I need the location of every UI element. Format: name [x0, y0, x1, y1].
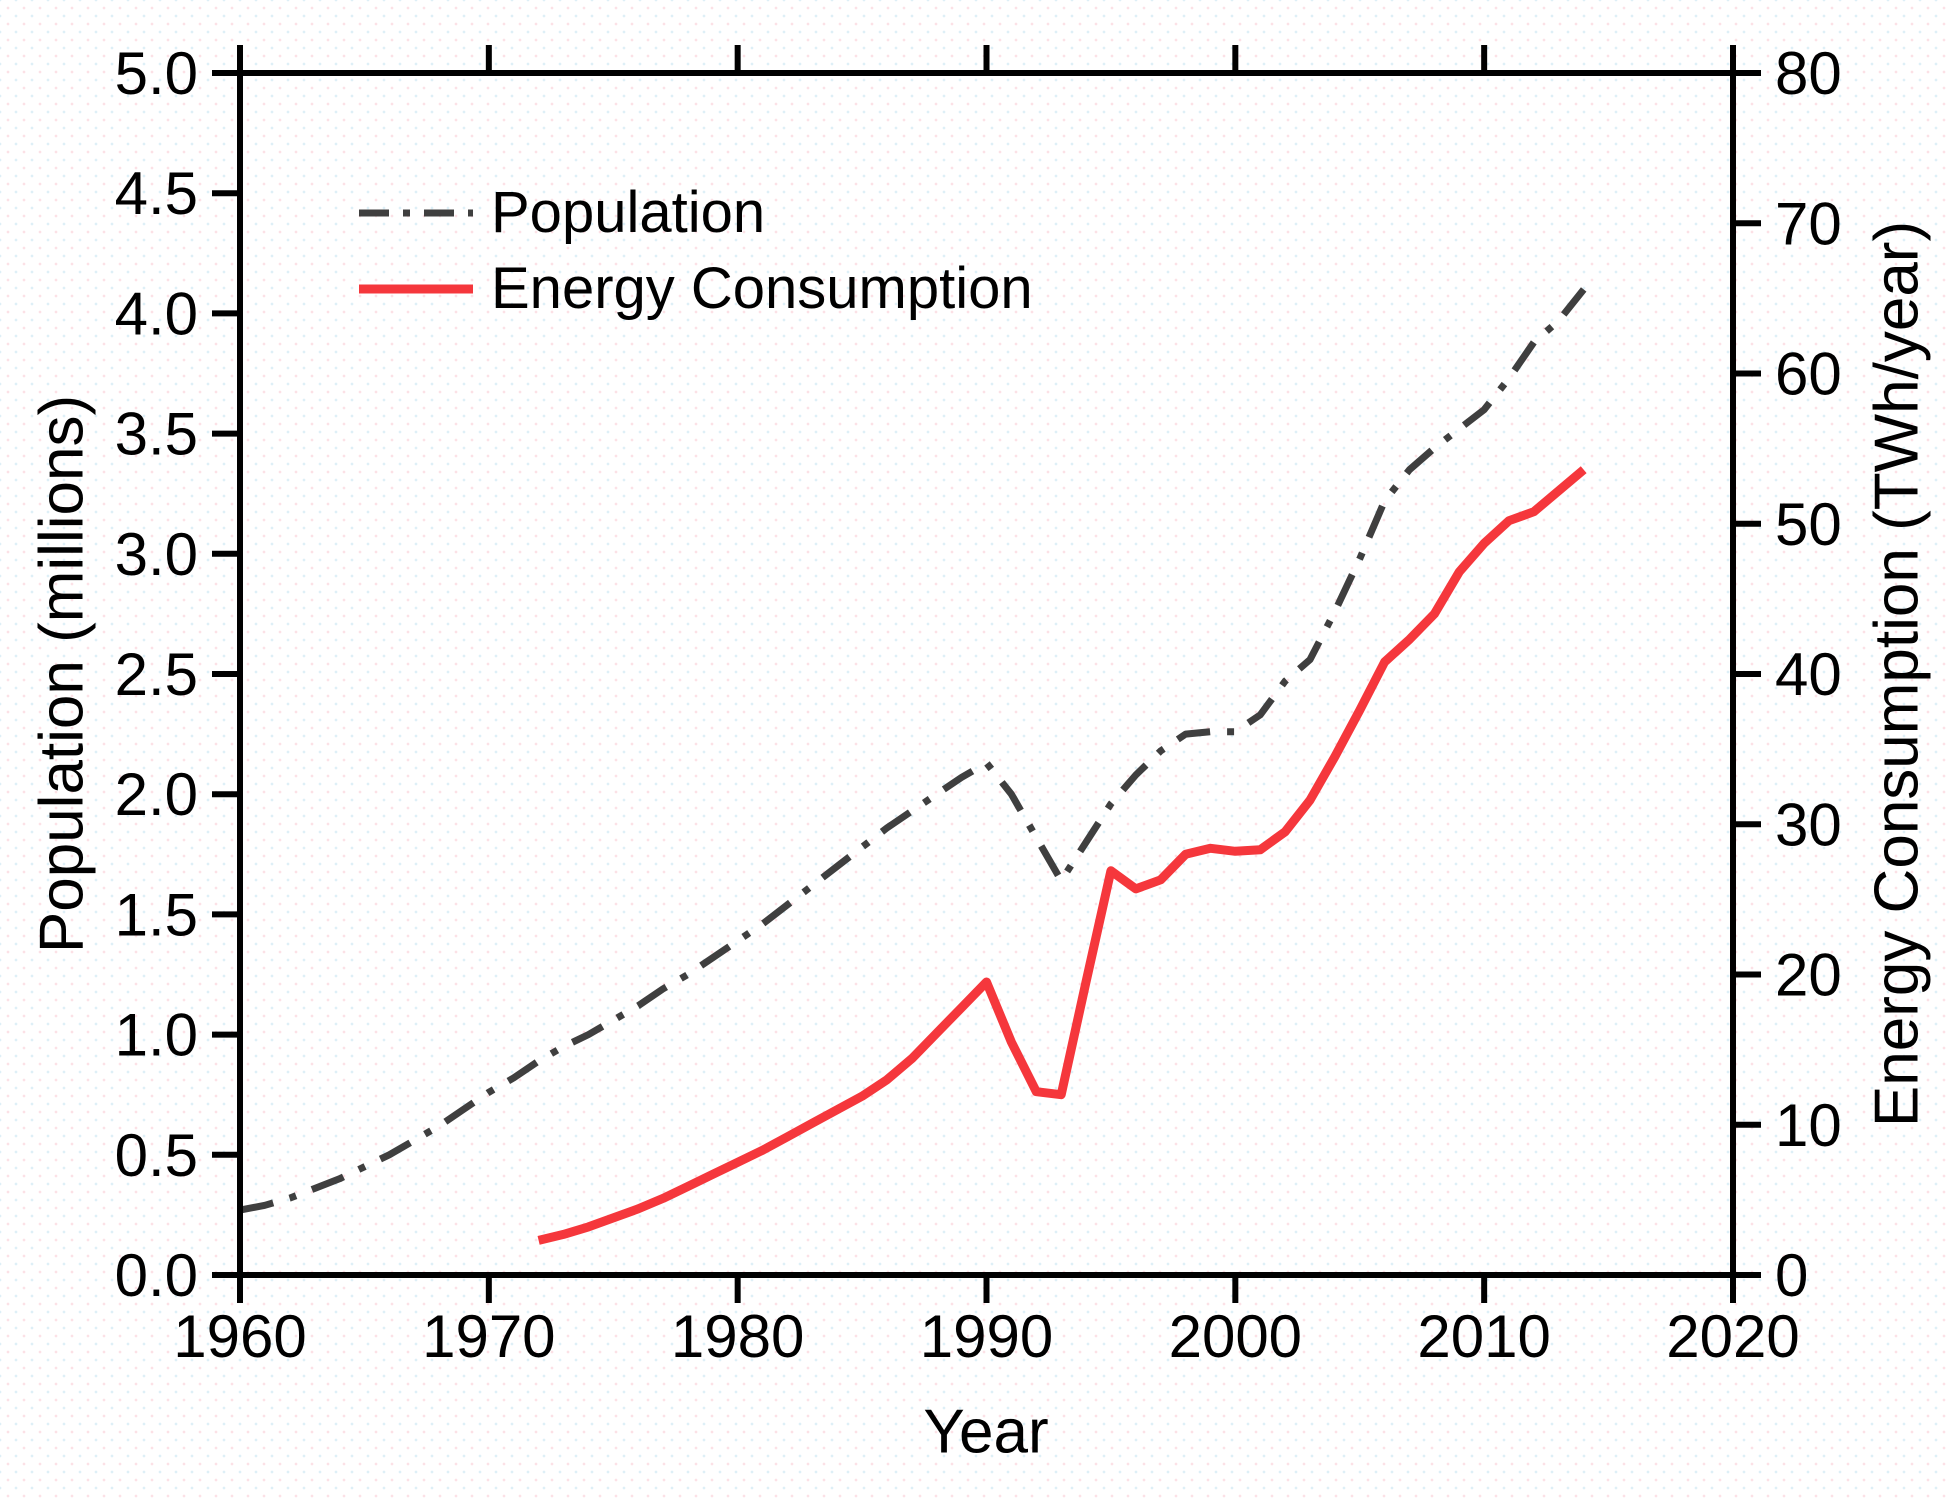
right-tick-label: 20	[1775, 942, 1842, 1009]
legend: Population Energy Consumption	[357, 184, 1033, 318]
x-tick-label: 1990	[920, 1303, 1053, 1370]
right-tick-label: 30	[1775, 791, 1842, 858]
left-tick-label: 5.0	[115, 40, 198, 107]
left-tick-label: 4.0	[115, 280, 198, 347]
left-tick-label: 0.0	[115, 1242, 198, 1309]
legend-item-energy: Energy Consumption	[357, 260, 1033, 318]
left-tick-label: 2.0	[115, 761, 198, 828]
left-tick-label: 1.5	[115, 881, 198, 948]
population-line-sample	[359, 209, 473, 217]
right-tick-label: 40	[1775, 641, 1842, 708]
x-tick-label: 1960	[173, 1303, 306, 1370]
right-tick-label: 50	[1775, 491, 1842, 558]
x-tick-label: 2020	[1666, 1303, 1799, 1370]
x-tick-label: 2000	[1169, 1303, 1302, 1370]
legend-label-population: Population	[491, 180, 766, 245]
x-tick-label: 1980	[671, 1303, 804, 1370]
x-axis-title: Year	[923, 1397, 1049, 1467]
legend-item-population: Population	[357, 184, 1033, 242]
left-tick-label: 3.0	[115, 521, 198, 588]
right-tick-label: 0	[1775, 1242, 1808, 1309]
left-tick-label: 1.0	[115, 1002, 198, 1069]
right-tick-label: 80	[1775, 40, 1842, 107]
left-tick-label: 2.5	[115, 641, 198, 708]
right-tick-label: 70	[1775, 190, 1842, 257]
x-tick-label: 2010	[1417, 1303, 1550, 1370]
legend-label-energy: Energy Consumption	[491, 256, 1033, 321]
right-tick-label: 60	[1775, 341, 1842, 408]
right-axis-title: Energy Consumption (TWh/year)	[1862, 220, 1932, 1128]
left-tick-label: 3.5	[115, 401, 198, 468]
left-tick-label: 4.5	[115, 160, 198, 227]
right-tick-label: 10	[1775, 1092, 1842, 1159]
series-line-population	[239, 287, 1587, 1214]
left-tick-label: 0.5	[115, 1122, 198, 1189]
x-tick-label: 1970	[422, 1303, 555, 1370]
energy-line-sample	[359, 284, 473, 294]
series-line-energy-consumption	[537, 466, 1587, 1245]
left-axis-title: Population (millions)	[27, 394, 97, 954]
